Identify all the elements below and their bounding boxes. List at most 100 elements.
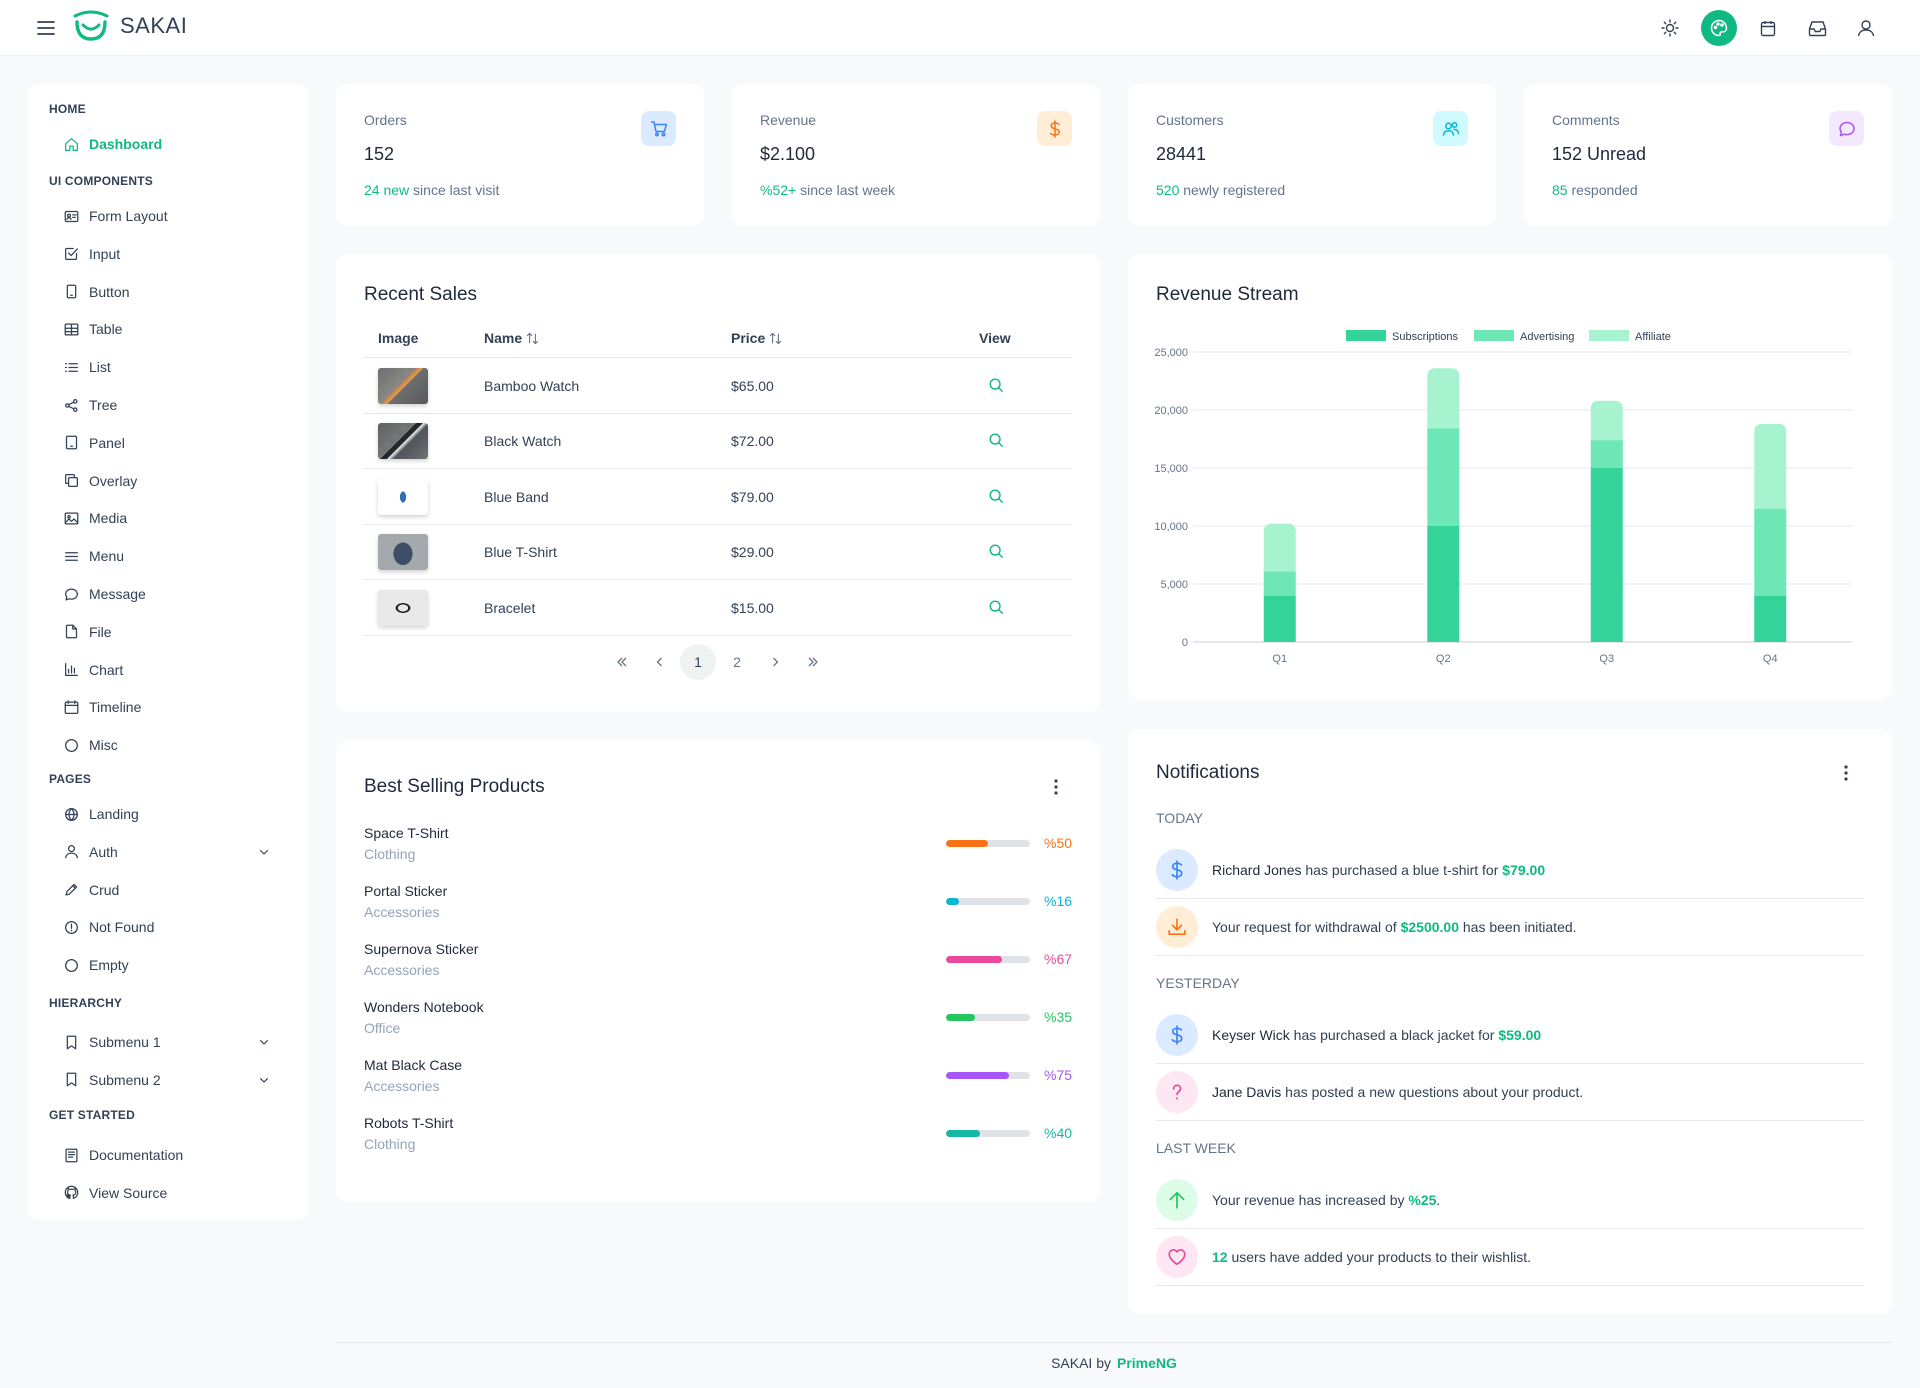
- app-name: SAKAI: [120, 13, 188, 38]
- notification-amount: $59.00: [1498, 1027, 1542, 1043]
- notification-item[interactable]: Richard Jones has purchased a blue t-shi…: [1212, 862, 1545, 878]
- arrow-up-icon: [1169, 1191, 1185, 1209]
- sidebar-item-table[interactable]: Table: [64, 312, 304, 346]
- product-thumbnail: [378, 534, 428, 571]
- table-row-divider: [364, 634, 1072, 636]
- sidebar-item-label: Landing: [89, 806, 139, 822]
- sidebar-item-landing[interactable]: Landing: [64, 797, 304, 831]
- sidebar-item-submenu-2[interactable]: Submenu 2: [64, 1063, 304, 1097]
- notification-item[interactable]: 12 users have added your products to the…: [1212, 1249, 1531, 1265]
- sidebar-item-input[interactable]: Input: [64, 237, 304, 271]
- notification-item[interactable]: Your request for withdrawal of $2500.00 …: [1212, 919, 1577, 935]
- last-page-button[interactable]: [795, 644, 831, 680]
- column-label: Image: [378, 330, 419, 346]
- sidebar-item-auth[interactable]: Auth: [64, 835, 304, 869]
- home-icon: [65, 137, 78, 151]
- best-selling-more-button[interactable]: [1046, 776, 1066, 798]
- stat-footnote: %52+ since last week: [760, 182, 895, 198]
- sidebar-item-button[interactable]: Button: [64, 275, 304, 309]
- app-logo[interactable]: SAKAI: [72, 10, 187, 42]
- progress-fill: [946, 1072, 1009, 1079]
- next-page-button[interactable]: [757, 644, 793, 680]
- theme-toggle-button[interactable]: [1652, 10, 1688, 46]
- sidebar-item-label: Not Found: [89, 919, 155, 936]
- table-header-view: View: [979, 330, 1011, 346]
- view-button[interactable]: [988, 432, 1004, 448]
- angle-double-right-icon: [808, 657, 818, 667]
- sidebar-item-timeline[interactable]: Timeline: [64, 690, 304, 724]
- table-header-name[interactable]: Name: [484, 330, 539, 346]
- progress-percent: %35: [1044, 1009, 1073, 1025]
- sidebar-item-menu[interactable]: Menu: [64, 539, 304, 573]
- product-name: Supernova Sticker: [364, 941, 479, 957]
- sidebar-section-title: HOME: [49, 102, 86, 116]
- sidebar-item-empty[interactable]: Empty: [64, 948, 304, 982]
- bookmark-icon: [66, 1035, 77, 1049]
- product-name: Black Watch: [484, 433, 562, 450]
- bar-affiliate-q2: [1427, 368, 1460, 429]
- sidebar-item-label: Button: [89, 283, 130, 300]
- sidebar-item-media[interactable]: Media: [64, 501, 304, 535]
- sidebar-item-not-found[interactable]: Not Found: [64, 910, 304, 944]
- sidebar-item-message[interactable]: Message: [64, 577, 304, 611]
- sidebar-item-file[interactable]: File: [64, 615, 304, 649]
- profile-button[interactable]: [1848, 10, 1884, 46]
- sidebar-item-list[interactable]: List: [64, 350, 304, 384]
- bar-advertising-q4: [1754, 508, 1787, 596]
- id-card-icon: [64, 210, 79, 222]
- product-name: Blue Band: [484, 488, 549, 505]
- notification-divider: [1156, 1120, 1864, 1121]
- sidebar-item-documentation[interactable]: Documentation: [64, 1138, 304, 1172]
- notification-person: Jane Davis: [1212, 1084, 1282, 1100]
- view-button[interactable]: [988, 599, 1004, 615]
- search-icon: [989, 600, 1003, 614]
- progress-bar: [946, 840, 1030, 847]
- sidebar-item-tree[interactable]: Tree: [64, 388, 304, 422]
- page-button[interactable]: 2: [733, 654, 741, 670]
- sidebar-item-chart[interactable]: Chart: [64, 653, 304, 687]
- calendar-button[interactable]: [1750, 10, 1786, 46]
- notification-item[interactable]: Your revenue has increased by %25.: [1212, 1192, 1440, 1208]
- progress-bar: [946, 1130, 1030, 1137]
- question-icon: [1172, 1084, 1182, 1100]
- column-label: Name: [484, 330, 523, 346]
- view-button[interactable]: [988, 543, 1004, 559]
- sidebar-item-dashboard[interactable]: Dashboard: [64, 127, 304, 161]
- sidebar-item-crud[interactable]: Crud: [64, 873, 304, 907]
- sidebar-item-misc[interactable]: Misc: [64, 728, 304, 762]
- sidebar-item-overlay[interactable]: Overlay: [64, 464, 304, 498]
- product-category: Accessories: [364, 1078, 440, 1094]
- notifications-more-button[interactable]: [1836, 762, 1856, 784]
- table-header-price[interactable]: Price: [731, 330, 782, 346]
- recent-sales-title: Recent Sales: [364, 284, 478, 305]
- sidebar-item-submenu-1[interactable]: Submenu 1: [64, 1025, 304, 1059]
- sidebar-item-label: Misc: [89, 737, 118, 754]
- product-name: Space T-Shirt: [364, 825, 449, 841]
- sidebar-item-label: Tree: [89, 397, 118, 413]
- inbox-button[interactable]: [1799, 10, 1835, 46]
- sidebar-item-form-layout[interactable]: Form Layout: [64, 199, 304, 233]
- sidebar-item-label: Input: [89, 245, 121, 262]
- notification-icon-badge: [1156, 1014, 1198, 1056]
- stat-foot-text: since last week: [796, 182, 896, 198]
- notification-item[interactable]: Jane Davis has posted a new questions ab…: [1212, 1084, 1583, 1100]
- search-icon: [989, 544, 1003, 559]
- footer-brand-link[interactable]: PrimeNG: [1117, 1355, 1177, 1371]
- heart-icon: [1168, 1248, 1186, 1266]
- view-button[interactable]: [988, 377, 1004, 393]
- chevron-down-icon: [260, 849, 268, 855]
- notification-item[interactable]: Keyser Wick has purchased a black jacket…: [1212, 1027, 1541, 1043]
- palette-button[interactable]: [1701, 10, 1737, 46]
- bookmark-icon: [66, 1072, 77, 1087]
- stat-foot-text: responded: [1567, 182, 1638, 198]
- sidebar-item-view-source[interactable]: View Source: [64, 1176, 304, 1210]
- page-button[interactable]: 1: [680, 644, 716, 680]
- prev-page-button[interactable]: [642, 644, 678, 680]
- sidebar-item-panel[interactable]: Panel: [64, 426, 304, 460]
- list-icon: [65, 362, 78, 372]
- product-price: $29.00: [731, 544, 774, 561]
- menu-toggle-button[interactable]: [30, 14, 62, 42]
- first-page-button[interactable]: [604, 644, 640, 680]
- product-category: Office: [364, 1020, 401, 1036]
- view-button[interactable]: [988, 488, 1004, 504]
